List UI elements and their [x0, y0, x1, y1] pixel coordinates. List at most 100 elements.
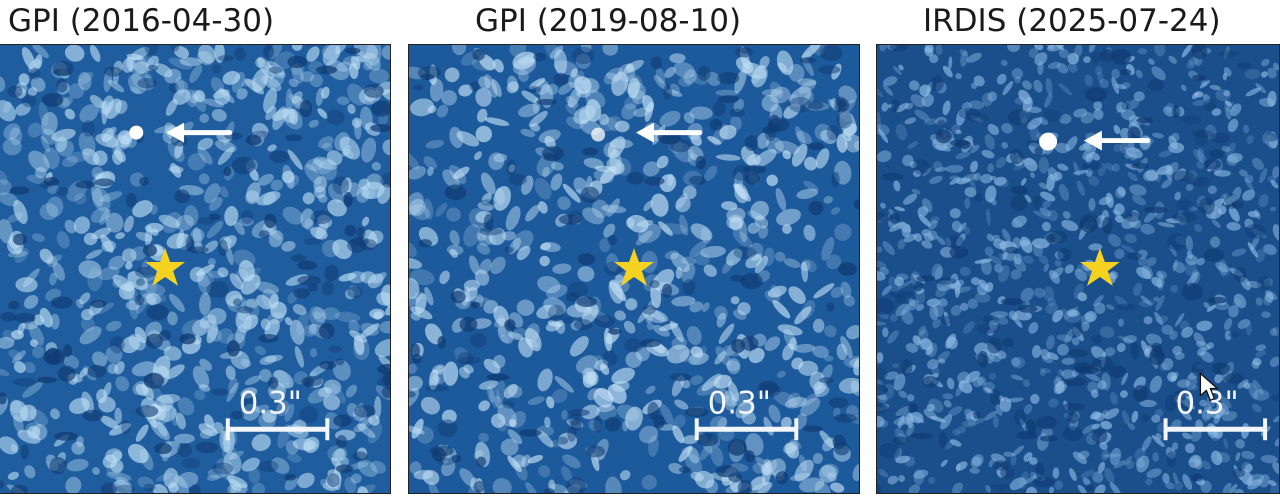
- speckle: [599, 238, 611, 253]
- speckle: [607, 136, 626, 159]
- speckle: [18, 73, 30, 86]
- speckle: [838, 377, 859, 394]
- speckle: [31, 233, 45, 242]
- speckle: [898, 64, 904, 71]
- speckle-dark: [737, 479, 753, 493]
- speckle: [1121, 82, 1131, 89]
- speckle: [1136, 455, 1150, 473]
- speckle-dark: [1067, 411, 1079, 424]
- speckle: [1124, 163, 1139, 171]
- speckle-dark: [653, 414, 665, 429]
- speckle: [371, 161, 381, 171]
- speckle: [945, 280, 955, 290]
- speckle: [960, 302, 969, 312]
- speckle: [877, 150, 892, 163]
- speckle: [318, 159, 337, 181]
- speckle: [1061, 219, 1079, 232]
- speckle: [944, 311, 950, 326]
- speckle-dark: [381, 386, 390, 398]
- speckle: [229, 273, 243, 290]
- speckle: [381, 45, 390, 60]
- speckle: [893, 66, 902, 75]
- speckle: [921, 93, 934, 107]
- speckle: [451, 45, 467, 56]
- speckle: [1227, 152, 1243, 163]
- speckle: [8, 250, 28, 258]
- scale-bar-label: 0.3": [708, 385, 771, 421]
- speckle: [1069, 468, 1077, 481]
- speckle: [1043, 286, 1055, 301]
- speckle: [1061, 308, 1069, 321]
- speckle: [1094, 302, 1106, 314]
- speckle: [998, 265, 1010, 283]
- speckle: [993, 176, 1007, 186]
- speckle-dark: [1001, 337, 1015, 348]
- speckle-dark: [1212, 362, 1231, 375]
- speckle: [435, 365, 445, 375]
- speckle: [374, 396, 382, 420]
- speckle: [970, 454, 984, 468]
- speckle: [1121, 216, 1139, 229]
- speckle-dark: [1237, 62, 1252, 69]
- speckle: [503, 383, 518, 399]
- speckle: [1164, 481, 1175, 490]
- speckle-dark: [54, 431, 78, 441]
- speckle-dark: [411, 353, 422, 364]
- speckle: [1073, 108, 1088, 118]
- speckle-dark: [143, 483, 156, 492]
- speckle: [1034, 52, 1048, 66]
- speckle: [234, 221, 245, 236]
- speckle: [341, 145, 352, 157]
- speckle: [336, 96, 350, 106]
- speckle: [573, 76, 592, 95]
- speckle: [1197, 345, 1210, 356]
- speckle: [15, 102, 31, 116]
- speckle: [1217, 266, 1230, 276]
- speckle: [366, 45, 382, 66]
- speckle: [931, 263, 944, 280]
- speckle: [670, 252, 690, 273]
- speckle: [929, 216, 940, 224]
- speckle-dark: [626, 171, 645, 185]
- speckle: [1058, 184, 1070, 201]
- speckle: [840, 281, 852, 299]
- speckle: [561, 409, 568, 421]
- speckle-dark: [877, 403, 888, 414]
- speckle: [52, 262, 65, 281]
- speckle: [198, 45, 216, 64]
- speckle: [43, 147, 60, 170]
- arrow-left-icon: [635, 122, 703, 143]
- speckle: [1174, 191, 1182, 201]
- speckle: [508, 164, 516, 173]
- speckle: [284, 317, 293, 326]
- speckle: [1019, 240, 1030, 247]
- speckle: [1085, 153, 1093, 164]
- speckle: [512, 56, 537, 76]
- speckle: [78, 71, 94, 85]
- speckle: [1038, 255, 1049, 265]
- speckle: [1002, 228, 1011, 242]
- speckle: [1011, 68, 1024, 80]
- speckle-dark: [297, 260, 317, 270]
- speckle: [987, 329, 994, 336]
- speckle: [423, 198, 434, 220]
- speckle: [0, 100, 16, 122]
- speckle: [596, 404, 616, 413]
- speckle: [1047, 45, 1054, 50]
- speckle: [908, 484, 920, 493]
- speckle: [357, 423, 376, 439]
- speckle: [635, 230, 653, 246]
- speckle-dark: [1016, 431, 1037, 440]
- speckle-dark: [1180, 115, 1202, 124]
- speckle: [824, 325, 837, 338]
- speckle-dark: [1045, 233, 1056, 244]
- speckle: [1057, 343, 1069, 356]
- speckle: [696, 380, 721, 396]
- speckle: [493, 186, 511, 211]
- speckle: [1182, 432, 1192, 440]
- speckle: [1245, 322, 1252, 336]
- speckle: [1077, 292, 1088, 302]
- speckle: [974, 342, 989, 355]
- speckle: [0, 75, 6, 92]
- speckle-dark: [310, 210, 332, 225]
